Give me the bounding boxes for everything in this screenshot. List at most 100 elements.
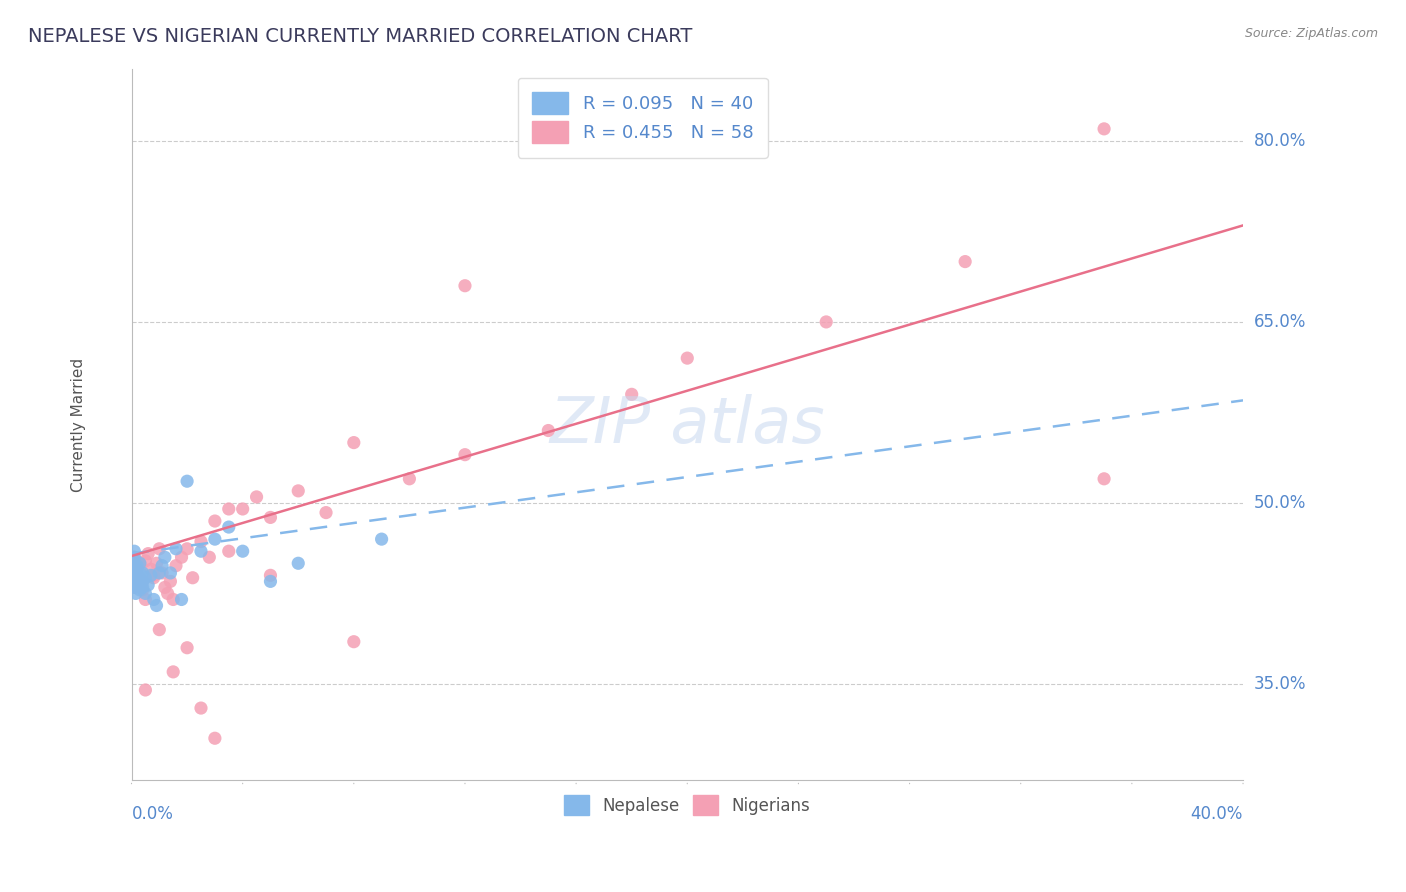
Point: [128, 574, 150, 589]
Point: [148, 541, 170, 556]
Point: [150, 558, 173, 573]
Point: [232, 502, 254, 516]
Point: [190, 534, 212, 549]
Point: [124, 568, 146, 582]
Text: Source: ZipAtlas.com: Source: ZipAtlas.com: [1244, 27, 1378, 40]
Point: [142, 571, 165, 585]
Point: [131, 582, 153, 597]
Point: [176, 640, 198, 655]
Point: [454, 448, 477, 462]
Point: [153, 581, 176, 595]
Point: [153, 550, 176, 565]
Point: [181, 571, 204, 585]
Point: [124, 581, 146, 595]
Point: [232, 544, 254, 558]
Point: [204, 514, 226, 528]
Point: [815, 315, 838, 329]
Point: [128, 556, 150, 570]
Point: [125, 558, 148, 573]
Point: [139, 562, 162, 576]
Point: [128, 582, 150, 597]
Point: [953, 254, 976, 268]
Point: [259, 574, 281, 589]
Point: [259, 568, 281, 582]
Point: [162, 665, 184, 679]
Text: 65.0%: 65.0%: [1254, 313, 1306, 331]
Point: [343, 634, 366, 648]
Point: [131, 574, 153, 589]
Point: [176, 541, 198, 556]
Point: [122, 556, 145, 570]
Point: [136, 547, 159, 561]
Point: [537, 424, 560, 438]
Text: 0.0%: 0.0%: [132, 805, 173, 823]
Point: [142, 592, 165, 607]
Point: [122, 566, 145, 580]
Point: [125, 562, 148, 576]
Point: [165, 558, 187, 573]
Point: [122, 558, 145, 573]
Point: [134, 554, 156, 568]
Point: [676, 351, 699, 365]
Point: [156, 586, 179, 600]
Point: [125, 571, 148, 585]
Point: [128, 556, 150, 570]
Point: [165, 541, 187, 556]
Point: [131, 566, 153, 580]
Point: [398, 472, 420, 486]
Point: [142, 568, 165, 582]
Point: [124, 574, 146, 589]
Point: [124, 574, 146, 589]
Point: [125, 562, 148, 576]
Text: ZIP atlas: ZIP atlas: [550, 393, 825, 456]
Point: [315, 506, 337, 520]
Text: 35.0%: 35.0%: [1254, 675, 1306, 693]
Point: [218, 502, 240, 516]
Legend: Nepalese, Nigerians: Nepalese, Nigerians: [558, 789, 817, 822]
Point: [287, 483, 309, 498]
Point: [370, 532, 392, 546]
Point: [134, 592, 156, 607]
Text: 40.0%: 40.0%: [1191, 805, 1243, 823]
Point: [190, 701, 212, 715]
Point: [124, 581, 146, 595]
Point: [145, 599, 167, 613]
Point: [620, 387, 643, 401]
Point: [128, 578, 150, 592]
Point: [170, 592, 193, 607]
Point: [343, 435, 366, 450]
Point: [159, 566, 181, 580]
Point: [190, 544, 212, 558]
Point: [198, 550, 221, 565]
Point: [1092, 121, 1115, 136]
Point: [134, 571, 156, 585]
Point: [139, 568, 162, 582]
Point: [125, 568, 148, 582]
Point: [170, 550, 193, 565]
Point: [131, 574, 153, 589]
Point: [124, 550, 146, 565]
Point: [1092, 472, 1115, 486]
Point: [134, 683, 156, 698]
Text: 50.0%: 50.0%: [1254, 494, 1306, 512]
Point: [287, 556, 309, 570]
Point: [148, 566, 170, 580]
Point: [131, 581, 153, 595]
Point: [159, 574, 181, 589]
Point: [125, 586, 148, 600]
Point: [128, 571, 150, 585]
Point: [176, 474, 198, 488]
Point: [150, 566, 173, 580]
Point: [204, 532, 226, 546]
Point: [245, 490, 267, 504]
Point: [145, 556, 167, 570]
Text: 80.0%: 80.0%: [1254, 132, 1306, 150]
Point: [134, 586, 156, 600]
Point: [125, 568, 148, 582]
Point: [204, 731, 226, 746]
Point: [162, 592, 184, 607]
Point: [454, 278, 477, 293]
Point: [218, 544, 240, 558]
Point: [124, 550, 146, 565]
Text: Currently Married: Currently Married: [72, 358, 86, 491]
